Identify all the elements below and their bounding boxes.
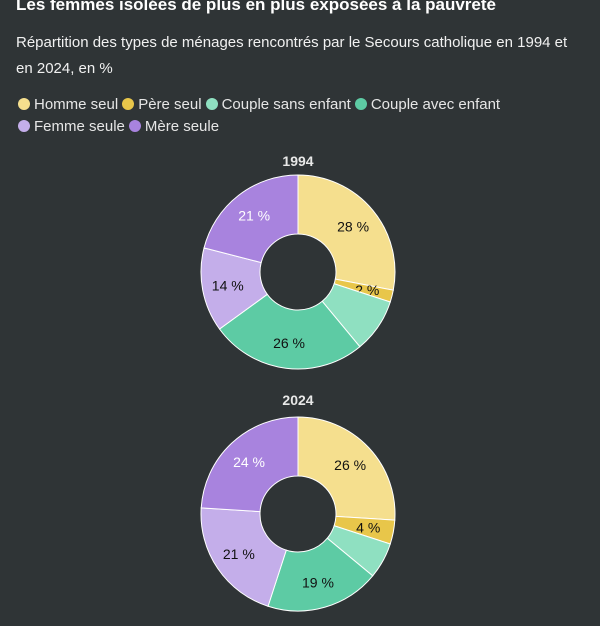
legend-swatch: [18, 120, 30, 132]
donut-slice: [297, 174, 396, 291]
slice-label: 14 %: [212, 277, 244, 293]
legend-item: Couple avec enfant: [354, 94, 501, 116]
slice-label: 28 %: [337, 218, 369, 234]
donut-slice: [203, 174, 299, 264]
legend-swatch: [18, 98, 30, 110]
donut-title: 1994: [282, 153, 313, 169]
legend-item: Couple sans enfant: [205, 94, 351, 116]
chart-subtitle: Répartition des types de ménages rencont…: [16, 34, 568, 77]
donut-slice: [267, 537, 374, 612]
donut-slice: [200, 416, 299, 513]
legend-label: Femme seule: [34, 118, 125, 135]
legend-label: Couple avec enfant: [370, 96, 501, 113]
slice-label: 21 %: [238, 208, 270, 224]
legend-label: Mère seule: [144, 118, 220, 135]
legend-label: Père seul: [138, 96, 202, 113]
donut-title: 2024: [282, 392, 313, 408]
donut-slice: [218, 293, 361, 370]
legend-swatch: [205, 98, 218, 110]
legend-item: Mère seule: [128, 116, 220, 138]
legend: Homme seul Père seul Couple sans enfant Cou…: [18, 94, 558, 138]
slice-label: 19 %: [302, 575, 334, 591]
slice-label: 21 %: [223, 546, 255, 562]
legend-label: Couple sans enfant: [221, 96, 351, 113]
chart-title: Les femmes isolées de plus en plus expos…: [16, 0, 496, 14]
legend-swatch: [128, 120, 141, 132]
slice-label: 26 %: [273, 335, 305, 351]
legend-item: Homme seul: [18, 94, 118, 116]
legend-swatch: [354, 98, 367, 110]
slice-label: 26 %: [334, 457, 366, 473]
donut-slice: [200, 507, 287, 607]
donut-slice: [297, 416, 396, 521]
legend-item: Père seul: [122, 94, 202, 116]
legend-label: Homme seul: [34, 96, 119, 113]
legend-item: Femme seule: [18, 116, 125, 138]
slice-label: 24 %: [233, 454, 265, 470]
slice-label: 4 %: [356, 519, 380, 535]
legend-swatch: [122, 98, 135, 110]
